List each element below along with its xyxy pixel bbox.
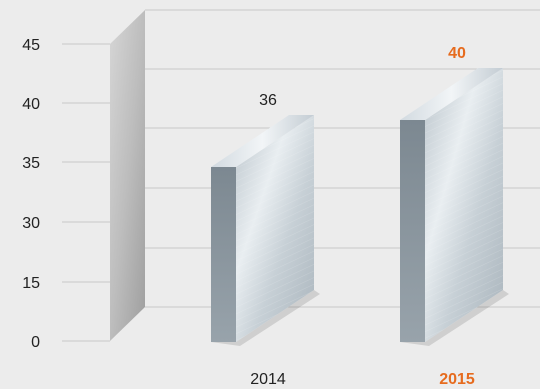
bar-top-face (400, 68, 503, 120)
bar-top-face (211, 115, 314, 167)
category-label-2015: 2015 (439, 371, 475, 388)
y-tick-label: 0 (31, 334, 40, 351)
bar-texture (236, 115, 314, 342)
y-tick-label: 45 (22, 37, 40, 54)
bar-2015 (400, 68, 509, 346)
value-label-2015: 40 (448, 45, 466, 62)
y-tick-label: 15 (22, 275, 40, 292)
bar-2014 (211, 115, 320, 346)
bar-shadow (400, 290, 509, 346)
value-label-2014: 36 (259, 92, 277, 109)
x-axis-labels: 2014 2015 (250, 371, 475, 388)
y-tick-label: 35 (22, 155, 40, 172)
y-axis-ticks: 0 15 30 35 40 45 (22, 37, 40, 351)
bars (211, 68, 509, 346)
category-label-2014: 2014 (250, 371, 286, 388)
bar-texture (425, 68, 503, 342)
value-labels: 36 40 (259, 45, 466, 109)
bar-side-face (400, 120, 425, 342)
y-tick-label: 40 (22, 96, 40, 113)
bar-side-face (211, 167, 236, 342)
bar-shadow (211, 290, 320, 346)
left-depth-wall (110, 10, 145, 341)
y-tick-label: 30 (22, 215, 40, 232)
